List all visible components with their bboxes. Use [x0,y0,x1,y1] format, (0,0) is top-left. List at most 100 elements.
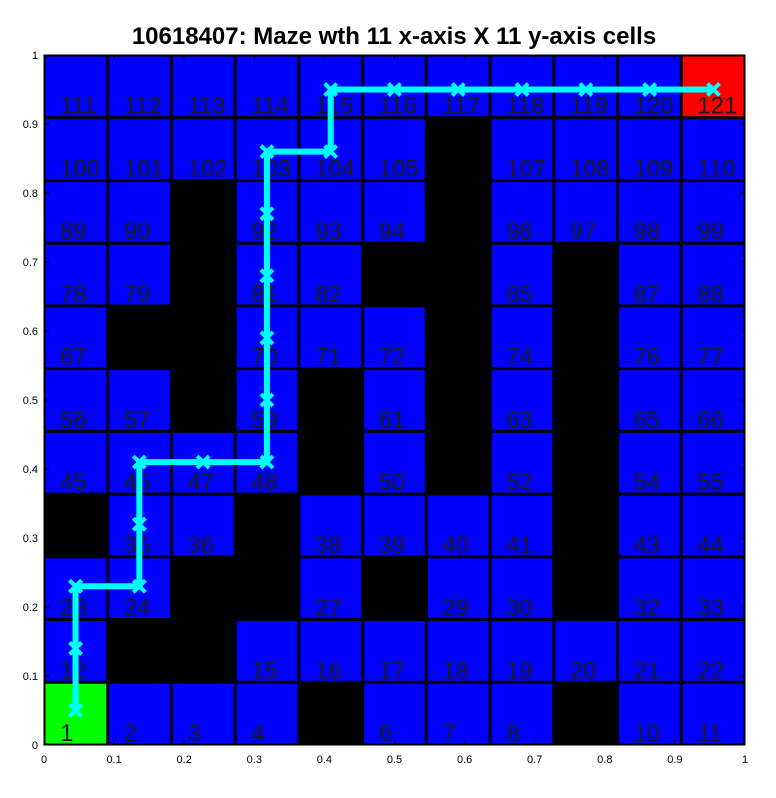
cell-number-label: 38 [315,532,342,559]
cell-number-label: 120 [634,93,674,120]
cell-number-label: 61 [379,406,406,433]
cell-number-label: 116 [379,93,417,120]
cell-number-label: 33 [697,595,724,622]
cell-number-label: 15 [251,657,278,684]
path-marker [68,578,83,594]
cell-number-label: 36 [187,532,214,559]
x-tick-label: 0.4 [317,754,332,766]
y-tick-label: 0.5 [23,395,38,407]
x-tick-label: 0.8 [597,754,612,766]
cell-number-label: 111 [60,93,96,120]
x-tick-label: 0.2 [177,754,192,766]
cell-number-label: 78 [60,281,87,308]
cell-number-label: 99 [697,218,724,245]
cell-number-label: 112 [124,93,162,120]
open-cell [45,432,107,493]
open-cell [427,56,489,117]
open-cell [109,56,170,117]
cell-number-label: 108 [570,155,610,182]
maze-wall-cell [109,621,170,681]
cell-number-label: 57 [124,406,151,433]
cell-number-label: 41 [506,532,533,559]
x-tick-label: 0.5 [387,754,402,766]
open-cell [619,432,680,493]
maze-wall-cell [172,370,234,430]
open-cell [491,495,553,556]
x-tick-label: 0.1 [106,754,121,766]
cell-number-label: 102 [187,155,227,182]
open-cell [619,181,680,242]
y-tick-label: 0.7 [23,257,38,269]
open-cell [619,307,680,368]
cell-number-label: 110 [697,155,735,182]
open-cell [45,56,107,117]
cell-number-label: 97 [570,218,597,245]
cell-number-label: 1 [60,720,73,747]
cell-number-label: 113 [187,93,225,120]
path-marker [387,82,402,97]
open-cell [427,558,489,619]
cell-number-label: 11 [697,720,722,747]
maze-wall-cell [427,181,489,242]
x-tick-label: 0.9 [667,754,682,766]
cell-number-label: 104 [315,155,355,182]
open-cell [491,56,553,117]
open-cell [300,307,362,368]
open-cell [682,495,744,556]
cell-number-label: 105 [379,155,419,182]
y-tick-label: 0.6 [23,326,38,338]
cell-number-label: 72 [379,344,406,371]
path-marker [195,454,211,470]
path-marker [259,144,275,160]
cell-number-label: 63 [506,406,533,433]
open-cell [364,432,425,493]
cell-number-label: 115 [315,93,353,120]
path-marker [131,454,147,470]
open-cell [491,621,553,681]
y-tick-label: 0.9 [23,119,38,131]
x-tick-label: 0 [41,754,47,766]
open-cell [619,558,680,619]
open-cell [491,307,553,368]
open-cell [555,181,617,242]
y-tick-label: 0.3 [23,533,38,545]
path-marker [259,392,275,408]
cell-number-label: 18 [442,657,469,684]
maze-wall-cell [555,558,617,619]
cell-number-label: 16 [315,657,342,684]
cell-number-label: 89 [60,218,87,245]
cell-number-label: 4 [251,720,264,747]
cell-number-label: 96 [506,218,533,245]
path-marker [68,640,83,656]
path-marker [259,206,275,222]
cell-number-label: 54 [634,469,661,496]
path-marker [642,82,658,97]
open-cell [619,56,680,117]
maze-wall-cell [236,558,298,619]
open-cell [364,621,425,681]
cell-number-label: 8 [506,720,519,747]
open-cell [555,119,617,179]
maze-wall-cell [555,432,617,493]
maze-wall-cell [427,119,489,179]
maze-wall-cell [555,307,617,368]
maze-wall-cell [172,621,234,681]
open-cell [682,244,744,305]
open-cell [491,558,553,619]
open-cell [491,181,553,242]
cell-number-label: 67 [60,344,87,371]
open-cell [491,244,553,305]
open-cell [300,244,362,305]
cell-number-label: 87 [634,281,661,308]
maze-wall-cell [427,370,489,430]
open-cell [555,621,617,681]
open-cell [619,370,680,430]
cell-number-label: 107 [506,155,546,182]
cell-number-label: 93 [315,218,342,245]
open-cell [682,558,744,619]
maze-wall-cell [45,495,107,556]
cell-number-label: 119 [570,93,608,120]
path-marker [259,454,275,470]
maze-wall-cell [172,244,234,305]
cell-number-label: 29 [442,595,469,622]
